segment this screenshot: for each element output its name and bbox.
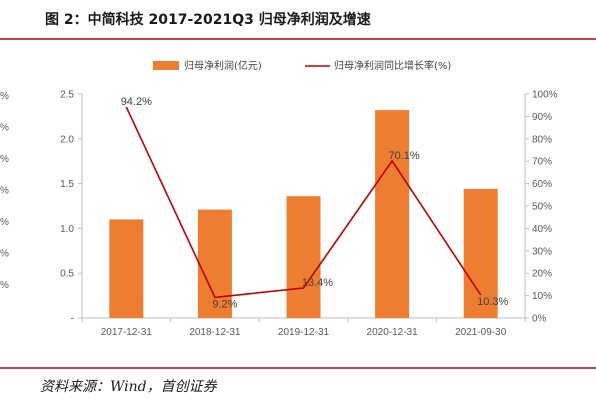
bar-2017-12-31 bbox=[109, 219, 144, 318]
cut-tick-label: % bbox=[0, 217, 9, 228]
figure-title: 图 2：中简科技 2017-2021Q3 归母净利润及增速 bbox=[45, 11, 371, 28]
legend-line-label: 归母净利润同比增长率(%) bbox=[334, 59, 451, 72]
category-label: 2020-12-31 bbox=[367, 327, 419, 338]
legend-bar-swatch bbox=[153, 61, 179, 70]
right-tick-label: 30% bbox=[532, 246, 552, 257]
growth-line bbox=[125, 106, 482, 299]
growth-label-2017-12-31: 94.2% bbox=[121, 96, 152, 108]
cut-tick-label: % bbox=[0, 123, 9, 134]
right-tick-label: 50% bbox=[532, 202, 552, 213]
left-tick-label: 1.5 bbox=[60, 179, 74, 190]
growth-label-2019-12-31: 13.4% bbox=[302, 277, 333, 289]
category-label: 2018-12-31 bbox=[189, 327, 241, 338]
right-tick-label: 90% bbox=[532, 112, 552, 123]
cut-tick-label: % bbox=[0, 154, 9, 165]
growth-label-2021-09-30: 10.3% bbox=[477, 296, 508, 308]
right-tick-label: 70% bbox=[532, 157, 552, 168]
growth-line-path bbox=[125, 106, 482, 299]
bar-2020-12-31 bbox=[375, 110, 410, 319]
legend: 归母净利润(亿元) 归母净利润同比增长率(%) bbox=[153, 59, 451, 72]
legend-bar-label: 归母净利润(亿元) bbox=[184, 59, 262, 72]
right-tick-label: 40% bbox=[532, 224, 552, 235]
cut-tick-label: % bbox=[0, 186, 9, 197]
right-tick-label: 10% bbox=[532, 291, 552, 302]
right-tick-label: 100% bbox=[532, 90, 558, 101]
source-note: 资料来源：Wind，首创证券 bbox=[40, 379, 218, 395]
growth-label-2020-12-31: 70.1% bbox=[388, 150, 419, 162]
cut-tick-label: % bbox=[0, 280, 9, 291]
right-tick-label: 20% bbox=[532, 269, 552, 280]
right-tick-label: 60% bbox=[532, 179, 552, 190]
bar-2019-12-31 bbox=[286, 196, 321, 318]
bars bbox=[109, 110, 498, 319]
right-tick-label: 80% bbox=[532, 134, 552, 145]
cut-tick-label: % bbox=[0, 91, 9, 102]
category-labels: 2017-12-31 2018-12-31 2019-12-31 2020-12-31… bbox=[81, 318, 526, 338]
growth-label-2018-12-31: 9.2% bbox=[212, 298, 237, 310]
data-labels: 94.2% 9.2% 13.4% 70.1% 10.3% bbox=[121, 96, 509, 310]
bar-2018-12-31 bbox=[197, 209, 232, 318]
right-axis: 0% 10% 20% 30% 40% 50% 60% 70% 80% 90% 100% bbox=[524, 90, 558, 325]
right-tick-label: 0% bbox=[532, 314, 547, 325]
left-tick-label: 2.0 bbox=[60, 134, 74, 145]
category-label: 2019-12-31 bbox=[278, 327, 330, 338]
left-tick-label: 0.5 bbox=[60, 269, 74, 280]
category-label: 2017-12-31 bbox=[101, 327, 153, 338]
category-label: 2021-09-30 bbox=[455, 327, 507, 338]
left-tick-label: 2.5 bbox=[60, 90, 74, 101]
cut-left-axis: %%%%%%% bbox=[0, 91, 9, 291]
cut-tick-label: % bbox=[0, 249, 9, 260]
bar-2021-09-30 bbox=[463, 188, 498, 318]
left-tick-label: - bbox=[71, 314, 74, 325]
left-tick-label: 1.0 bbox=[60, 224, 74, 235]
